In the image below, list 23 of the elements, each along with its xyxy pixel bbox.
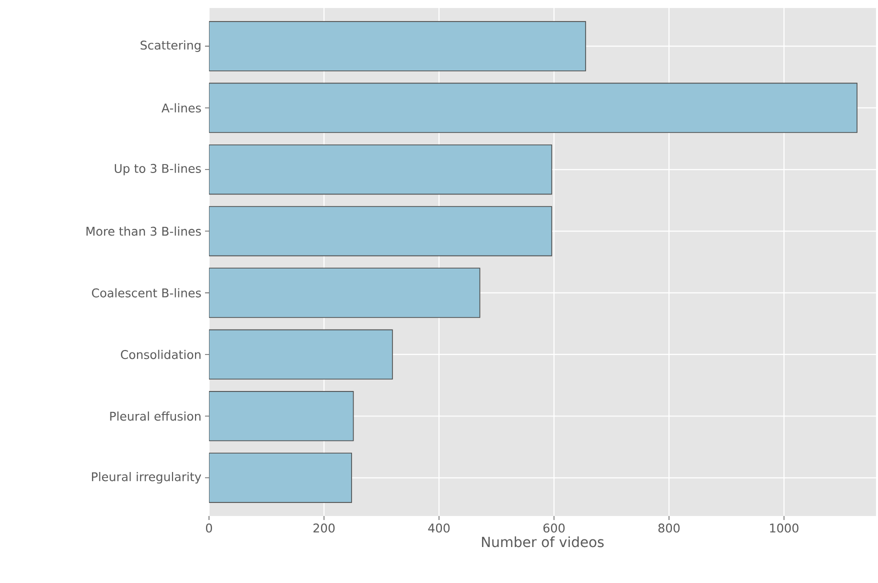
x-tick-label: 0	[206, 524, 212, 533]
x-axis-title: Number of videos	[482, 536, 604, 548]
y-tick-label: Consolidation	[120, 350, 200, 360]
x-tick-label: 400	[428, 524, 450, 533]
bar	[209, 391, 354, 442]
bar	[209, 452, 352, 503]
x-tick-label: 600	[543, 524, 565, 533]
bar	[209, 329, 393, 380]
x-tick-label: 1000	[770, 524, 798, 533]
bar	[209, 268, 480, 318]
x-tick-label: 200	[313, 524, 335, 533]
y-tick-label: Pleural irregularity	[92, 472, 202, 484]
y-tick-label: More than 3 B-lines	[86, 226, 201, 236]
y-tick-label: Pleural effusion	[110, 411, 200, 421]
y-tick-label: Up to 3 B-lines	[114, 164, 201, 176]
x-tick-label: 800	[658, 524, 680, 533]
bar	[209, 82, 858, 133]
y-tick-label: Scattering	[140, 40, 200, 52]
y-tick-label: A-lines	[162, 103, 201, 112]
bar	[209, 206, 552, 256]
y-tick-label: Coalescent B-lines	[92, 288, 201, 298]
bar	[209, 144, 552, 195]
bar	[209, 21, 586, 72]
